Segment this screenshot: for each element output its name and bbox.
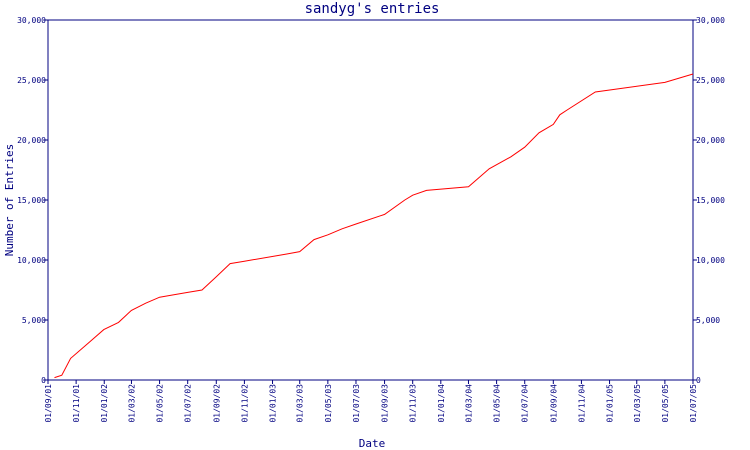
- y-tick-label-right: 30,000: [696, 16, 725, 25]
- x-tick-label: 01/03/02: [127, 384, 136, 423]
- y-tick-label-left: 10,000: [17, 256, 46, 265]
- x-tick-label: 01/07/05: [689, 384, 698, 423]
- x-axis-label: Date: [359, 437, 386, 450]
- x-tick-label: 01/07/04: [521, 384, 530, 423]
- x-tick-label: 01/09/03: [381, 384, 390, 423]
- y-tick-label-left: 0: [41, 376, 46, 385]
- y-tick-label-right: 5,000: [696, 316, 720, 325]
- chart-title: sandyg's entries: [305, 1, 440, 17]
- x-tick-label: 01/05/03: [324, 384, 333, 423]
- y-tick-label-left: 5,000: [22, 316, 46, 325]
- x-tick-label: 01/01/02: [100, 384, 109, 423]
- x-tick-label: 01/11/02: [240, 384, 249, 423]
- x-tick-label: 01/11/04: [577, 384, 586, 423]
- y-tick-label-left: 25,000: [17, 76, 46, 85]
- x-tick-label: 01/05/04: [493, 384, 502, 423]
- y-tick-label-right: 15,000: [696, 196, 725, 205]
- y-tick-label-right: 10,000: [696, 256, 725, 265]
- series-line: [54, 73, 694, 379]
- x-tick-label: 01/03/05: [633, 384, 642, 423]
- x-tick-label: 01/05/02: [156, 384, 165, 423]
- x-tick-label: 01/03/03: [296, 384, 305, 423]
- x-tick-label: 01/01/03: [269, 384, 278, 423]
- series-layer: [54, 73, 694, 379]
- x-tick-label: 01/01/04: [437, 384, 446, 423]
- x-tick-label: 01/11/01: [72, 384, 81, 423]
- x-tick-label: 01/05/05: [661, 384, 670, 423]
- y-tick-label-left: 15,000: [17, 196, 46, 205]
- y-axis-right: 0 5,000 10,000 15,000 20,000 25,000 30,000: [693, 16, 725, 385]
- x-tick-label: 01/07/03: [352, 384, 361, 423]
- plot-frame: [47, 19, 694, 381]
- x-tick-label: 01/07/02: [184, 384, 193, 423]
- x-tick-label: 01/11/03: [409, 384, 418, 423]
- y-tick-label-right: 25,000: [696, 76, 725, 85]
- y-tick-label-right: 20,000: [696, 136, 725, 145]
- y-tick-label-left: 30,000: [17, 16, 46, 25]
- x-axis: 01/09/01 01/11/01 01/01/02 01/03/02 01/05/02…: [44, 380, 698, 423]
- x-tick-label: 01/01/05: [606, 384, 615, 423]
- x-tick-label: 01/03/04: [464, 384, 473, 423]
- y-tick-label-left: 20,000: [17, 136, 46, 145]
- y-axis-left: 0 5,000 10,000 15,000 20,000 25,000 30,000: [17, 16, 48, 385]
- x-tick-label: 01/09/04: [549, 384, 558, 423]
- y-tick-label-right: 0: [696, 376, 701, 385]
- x-tick-label: 01/09/01: [44, 384, 53, 423]
- y-axis-label: Number of Entries: [3, 144, 16, 257]
- x-tick-label: 01/09/02: [212, 384, 221, 423]
